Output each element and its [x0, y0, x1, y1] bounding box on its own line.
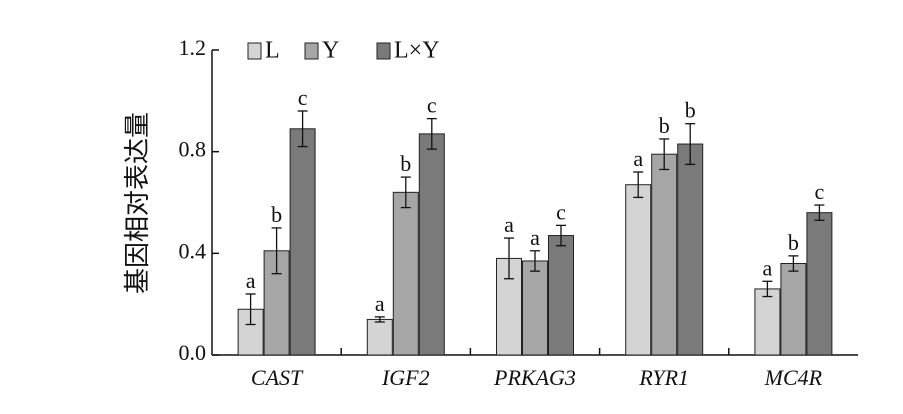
- significance-label: c: [815, 179, 825, 204]
- bar-L-IGF2: [366, 318, 393, 356]
- significance-label: a: [633, 146, 643, 171]
- x-tick-label: PRKAG3: [493, 365, 576, 390]
- bar-Y-PRKAG3: [522, 260, 548, 356]
- y-tick-label: 0.4: [179, 238, 207, 263]
- axes: 0.0 0.4 0.8 1.2 CAST IGF2 PRKAG3 RYR1 MC4R: [179, 35, 858, 390]
- y-tick-label: 0.8: [179, 137, 207, 162]
- significance-label: b: [685, 98, 696, 123]
- legend-swatch: [304, 42, 319, 60]
- y-axis-title-group: 基因相对表达量: [123, 112, 152, 294]
- significance-label: c: [556, 199, 566, 224]
- significance-label: b: [788, 230, 799, 255]
- significance-label: a: [763, 255, 773, 280]
- significance-label: a: [530, 225, 540, 250]
- bar-L-MC4R: [754, 288, 781, 356]
- bar-Y-MC4R: [780, 263, 807, 356]
- significance-label: b: [271, 202, 282, 227]
- legend-swatch: [247, 42, 262, 60]
- significance-label: c: [298, 85, 308, 110]
- significance-label: a: [375, 291, 385, 316]
- y-tick-label: 0.0: [179, 340, 207, 365]
- legend: L Y L×Y: [247, 38, 440, 64]
- bar-L×Y-MC4R: [806, 212, 833, 356]
- bar-Y-IGF2: [392, 191, 419, 356]
- bar-L-RYR1: [625, 184, 652, 356]
- significance-label: a: [246, 268, 256, 293]
- significance-label: a: [504, 212, 514, 237]
- y-axis-label: 基因相对表达量: [123, 112, 152, 294]
- bar-L×Y-PRKAG3: [548, 235, 574, 356]
- legend-label: Y: [322, 38, 339, 64]
- y-tick-label: 1.2: [179, 35, 207, 60]
- x-tick-label: MC4R: [764, 365, 823, 390]
- legend-swatch: [376, 42, 391, 60]
- x-tick-label: RYR1: [638, 365, 689, 390]
- x-tick-label: IGF2: [381, 365, 430, 390]
- bar-Y-RYR1: [651, 153, 678, 356]
- legend-label: L: [265, 38, 280, 64]
- bar-L×Y-RYR1: [677, 143, 704, 356]
- bar-L×Y-CAST: [289, 128, 316, 356]
- significance-label: b: [400, 151, 411, 176]
- legend-label: L×Y: [394, 38, 440, 64]
- bar-L×Y-IGF2: [418, 133, 445, 356]
- significance-label: c: [427, 93, 437, 118]
- x-tick-label: CAST: [251, 365, 304, 390]
- significance-label: b: [659, 113, 670, 138]
